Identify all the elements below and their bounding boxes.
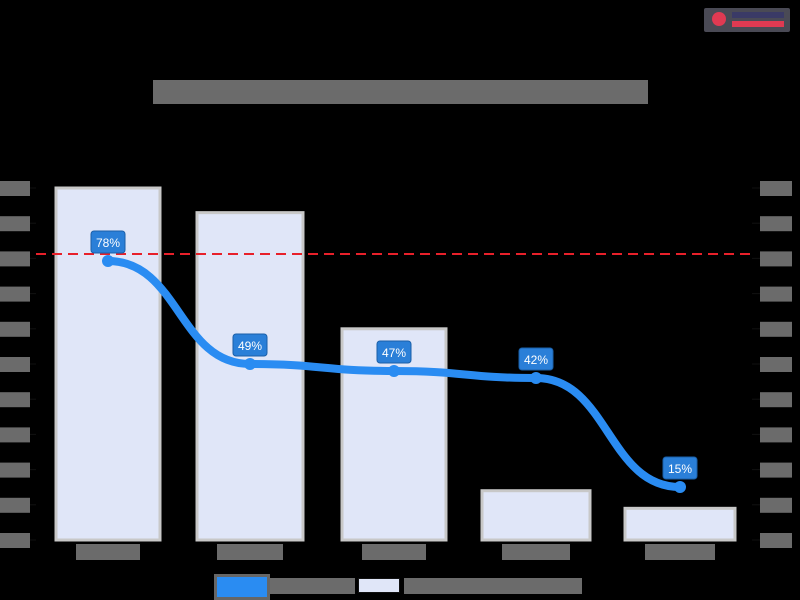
svg-text:49%: 49%	[238, 339, 262, 353]
right-axis-tick-label	[760, 427, 792, 443]
data-point	[244, 358, 256, 370]
data-label: 78%	[90, 230, 126, 254]
logo-icon	[712, 12, 726, 26]
left-axis-tick-label	[0, 462, 30, 478]
right-axis-tick-label	[760, 321, 792, 337]
data-label: 15%	[662, 456, 698, 480]
category-label	[217, 544, 283, 560]
right-axis-tick-label	[760, 357, 792, 372]
legend-bar-label	[404, 578, 582, 594]
chart-area: 78% 49% 47% 42% 15%	[0, 181, 792, 560]
left-axis-tick-label	[0, 251, 30, 267]
chart-title	[153, 80, 648, 104]
right-axis-tick-label	[760, 497, 792, 513]
svg-text:15%: 15%	[668, 462, 692, 476]
svg-text:78%: 78%	[96, 236, 120, 250]
data-point	[530, 372, 542, 384]
data-label: 49%	[232, 333, 268, 357]
data-label: 47%	[376, 340, 412, 364]
left-axis-tick-label	[0, 497, 30, 513]
left-axis-tick-label	[0, 181, 30, 196]
left-axis-tick-label	[0, 321, 30, 337]
legend-line-swatch	[214, 574, 270, 600]
bar	[623, 506, 737, 560]
right-axis-tick-label	[760, 286, 792, 302]
right-axis-tick-label	[760, 251, 792, 267]
data-label: 42%	[518, 347, 554, 371]
svg-text:42%: 42%	[524, 353, 548, 367]
category-label	[362, 544, 426, 560]
right-axis-tick-label	[760, 216, 792, 232]
left-axis-tick-label	[0, 533, 30, 548]
left-axis-tick-label	[0, 216, 30, 232]
left-axis-tick-label	[0, 427, 30, 443]
left-axis-tick-label	[0, 357, 30, 372]
bar	[195, 211, 305, 560]
right-axis-tick-label	[760, 392, 792, 408]
brand-logo	[704, 8, 790, 32]
right-axis-tick-label	[760, 181, 792, 196]
right-axis-tick-label	[760, 533, 792, 548]
svg-text:47%: 47%	[382, 346, 406, 360]
bar	[480, 489, 592, 560]
category-label	[502, 544, 570, 560]
data-point	[388, 365, 400, 377]
data-point	[674, 481, 686, 493]
data-point	[102, 255, 114, 267]
right-axis-tick-label	[760, 462, 792, 478]
legend-bar-swatch	[358, 578, 400, 593]
bar	[340, 327, 448, 560]
left-axis-tick-label	[0, 286, 30, 302]
legend	[208, 568, 584, 600]
legend-line-label	[270, 578, 355, 594]
category-label	[76, 544, 140, 560]
category-label	[645, 544, 715, 560]
left-axis-tick-label	[0, 392, 30, 408]
